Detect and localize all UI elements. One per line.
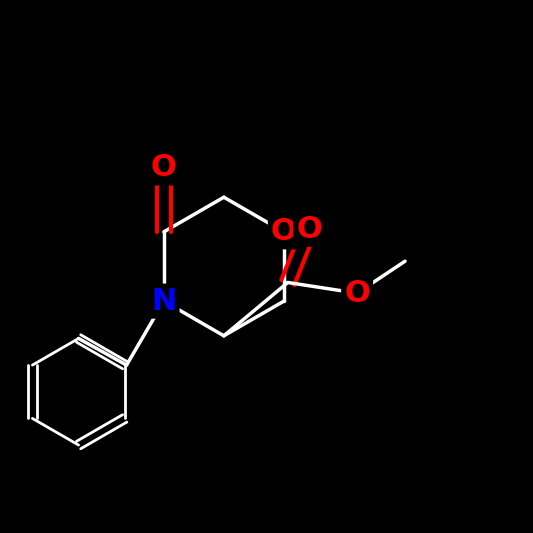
Text: O: O (151, 154, 177, 182)
Text: O: O (344, 279, 370, 308)
Text: O: O (296, 215, 322, 244)
Text: N: N (151, 287, 176, 316)
Text: O: O (271, 217, 297, 246)
